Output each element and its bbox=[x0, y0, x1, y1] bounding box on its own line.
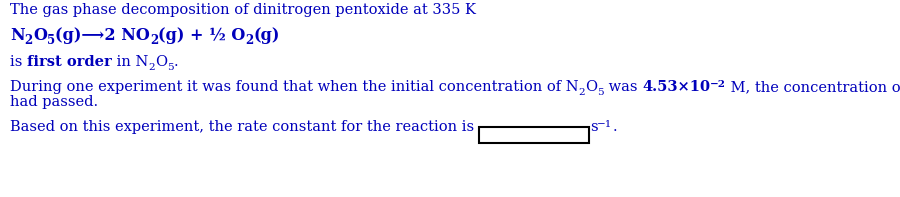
Text: (g)⟶2 NO: (g)⟶2 NO bbox=[55, 27, 150, 44]
Text: 2: 2 bbox=[24, 33, 33, 46]
Text: −1: −1 bbox=[598, 120, 613, 129]
Text: O: O bbox=[155, 55, 166, 69]
Text: is: is bbox=[10, 55, 27, 69]
Text: 5: 5 bbox=[166, 62, 174, 72]
Text: first order: first order bbox=[27, 55, 112, 69]
Text: 2: 2 bbox=[148, 62, 155, 72]
Text: .: . bbox=[174, 55, 178, 69]
Text: (g): (g) bbox=[254, 27, 280, 44]
Text: was: was bbox=[604, 80, 642, 94]
Text: 5: 5 bbox=[47, 33, 55, 46]
Text: −2: −2 bbox=[710, 80, 726, 89]
Text: .: . bbox=[613, 120, 617, 134]
Text: 5: 5 bbox=[598, 87, 604, 97]
Text: 2: 2 bbox=[579, 87, 585, 97]
Text: M, the concentration of N: M, the concentration of N bbox=[726, 80, 900, 94]
Text: in N: in N bbox=[112, 55, 148, 69]
Text: s: s bbox=[590, 120, 598, 134]
Text: During one experiment it was found that when the initial concentration of N: During one experiment it was found that … bbox=[10, 80, 579, 94]
Text: The gas phase decomposition of dinitrogen pentoxide at 335 K: The gas phase decomposition of dinitroge… bbox=[10, 3, 476, 17]
Text: had passed.: had passed. bbox=[10, 95, 98, 109]
Bar bbox=[479, 127, 589, 143]
Text: (g) + ½ O: (g) + ½ O bbox=[158, 27, 246, 44]
Text: O: O bbox=[33, 27, 47, 44]
Text: N: N bbox=[10, 27, 24, 44]
Text: Based on this experiment, the rate constant for the reaction is: Based on this experiment, the rate const… bbox=[10, 120, 479, 134]
Text: 2: 2 bbox=[150, 33, 158, 46]
Text: 2: 2 bbox=[246, 33, 254, 46]
Text: O: O bbox=[585, 80, 598, 94]
Text: 4.53×10: 4.53×10 bbox=[642, 80, 710, 94]
